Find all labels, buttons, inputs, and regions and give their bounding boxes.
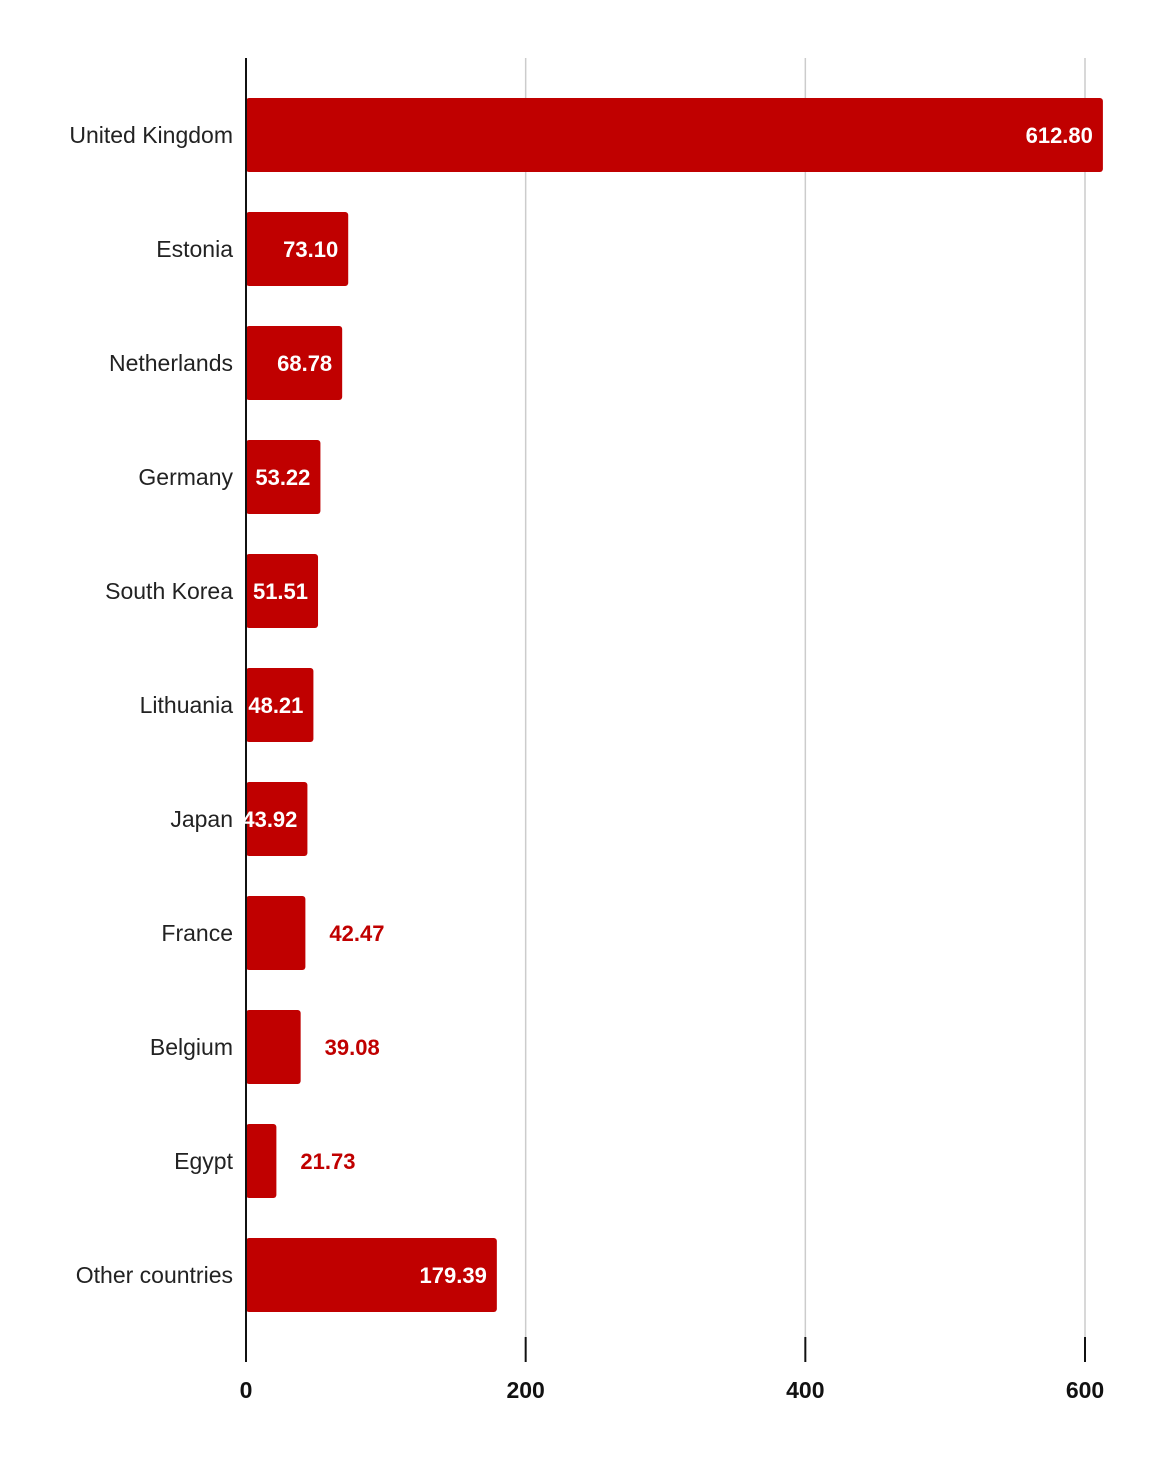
data-label: 48.21 <box>248 693 303 718</box>
bar <box>246 1238 497 1312</box>
bar <box>246 668 314 742</box>
category-label: United Kingdom <box>69 122 233 148</box>
data-label: 43.92 <box>242 807 297 832</box>
bars <box>246 98 1103 1312</box>
category-label: Egypt <box>174 1148 233 1174</box>
x-tick-label: 0 <box>240 1377 253 1403</box>
data-label: 612.80 <box>1026 123 1093 148</box>
bar <box>246 1124 277 1198</box>
x-tick-label: 200 <box>506 1377 544 1403</box>
data-label: 53.22 <box>255 465 310 490</box>
category-label: Estonia <box>156 236 233 262</box>
category-label: Lithuania <box>140 692 234 718</box>
x-tick-label: 400 <box>786 1377 824 1403</box>
data-label: 68.78 <box>277 351 332 376</box>
gridlines <box>524 58 1086 1337</box>
data-label: 21.73 <box>300 1149 355 1174</box>
bar <box>246 98 1103 172</box>
data-label: 73.10 <box>283 237 338 262</box>
category-label: Other countries <box>76 1262 233 1288</box>
category-label: France <box>161 920 233 946</box>
bar <box>246 1010 301 1084</box>
labels: 0 200 400 600 United Kingdom 612.80 Estonia 73.… <box>69 122 1104 1403</box>
bar <box>246 212 349 286</box>
axes <box>245 58 1086 1362</box>
bar <box>246 782 308 856</box>
category-label: Belgium <box>150 1034 233 1060</box>
category-label: Germany <box>138 464 233 490</box>
bar <box>246 554 319 628</box>
data-label: 42.47 <box>329 921 384 946</box>
data-label: 179.39 <box>420 1263 487 1288</box>
category-label: South Korea <box>105 578 233 604</box>
bar <box>246 896 306 970</box>
data-label: 51.51 <box>253 579 308 604</box>
category-label: Netherlands <box>109 350 233 376</box>
bar <box>246 326 343 400</box>
bar <box>246 440 321 514</box>
category-label: Japan <box>170 806 233 832</box>
data-label: 39.08 <box>325 1035 380 1060</box>
x-tick-label: 600 <box>1066 1377 1104 1403</box>
